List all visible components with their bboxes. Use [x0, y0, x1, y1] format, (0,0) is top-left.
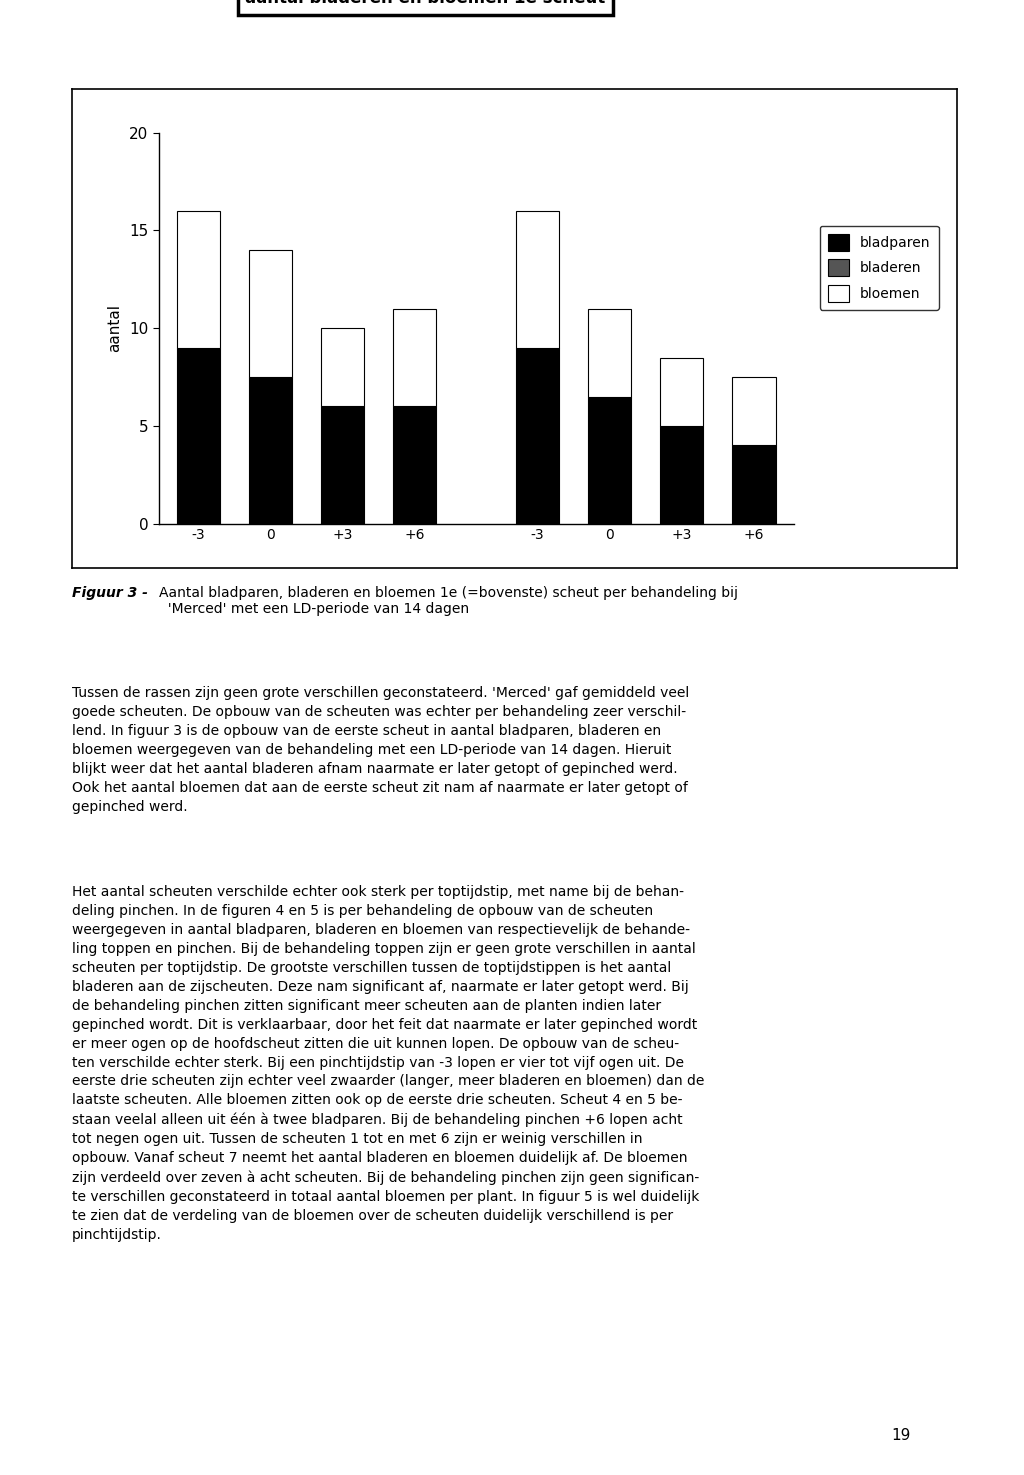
- Bar: [732, 445, 775, 524]
- Bar: [249, 249, 292, 378]
- Text: Tussen de rassen zijn geen grote verschillen geconstateerd. 'Merced' gaf gemidde: Tussen de rassen zijn geen grote verschi…: [72, 686, 689, 814]
- Bar: [588, 308, 631, 397]
- Bar: [249, 378, 292, 524]
- Text: Figuur 3 -: Figuur 3 -: [72, 586, 147, 599]
- Bar: [177, 211, 220, 348]
- Bar: [322, 327, 365, 406]
- Bar: [516, 348, 559, 524]
- Text: 19: 19: [892, 1428, 910, 1443]
- Text: Het aantal scheuten verschilde echter ook sterk per toptijdstip, met name bij de: Het aantal scheuten verschilde echter oo…: [72, 885, 705, 1242]
- Bar: [322, 406, 365, 524]
- Bar: [588, 397, 631, 524]
- Legend: bladparen, bladeren, bloemen: bladparen, bladeren, bloemen: [819, 226, 939, 310]
- Bar: [393, 406, 436, 524]
- Bar: [660, 357, 703, 426]
- Text: Aantal bladparen, bladeren en bloemen 1e (=bovenste) scheut per behandeling bij
: Aantal bladparen, bladeren en bloemen 1e…: [159, 586, 737, 615]
- Bar: [177, 348, 220, 524]
- Bar: [516, 211, 559, 348]
- Bar: [660, 426, 703, 524]
- Text: potchrysant 'Merced' proef 2
aantal bladeren en bloemen 1e scheut: potchrysant 'Merced' proef 2 aantal blad…: [245, 0, 605, 7]
- Bar: [393, 308, 436, 406]
- Bar: [732, 378, 775, 445]
- Y-axis label: aantal: aantal: [108, 304, 122, 353]
